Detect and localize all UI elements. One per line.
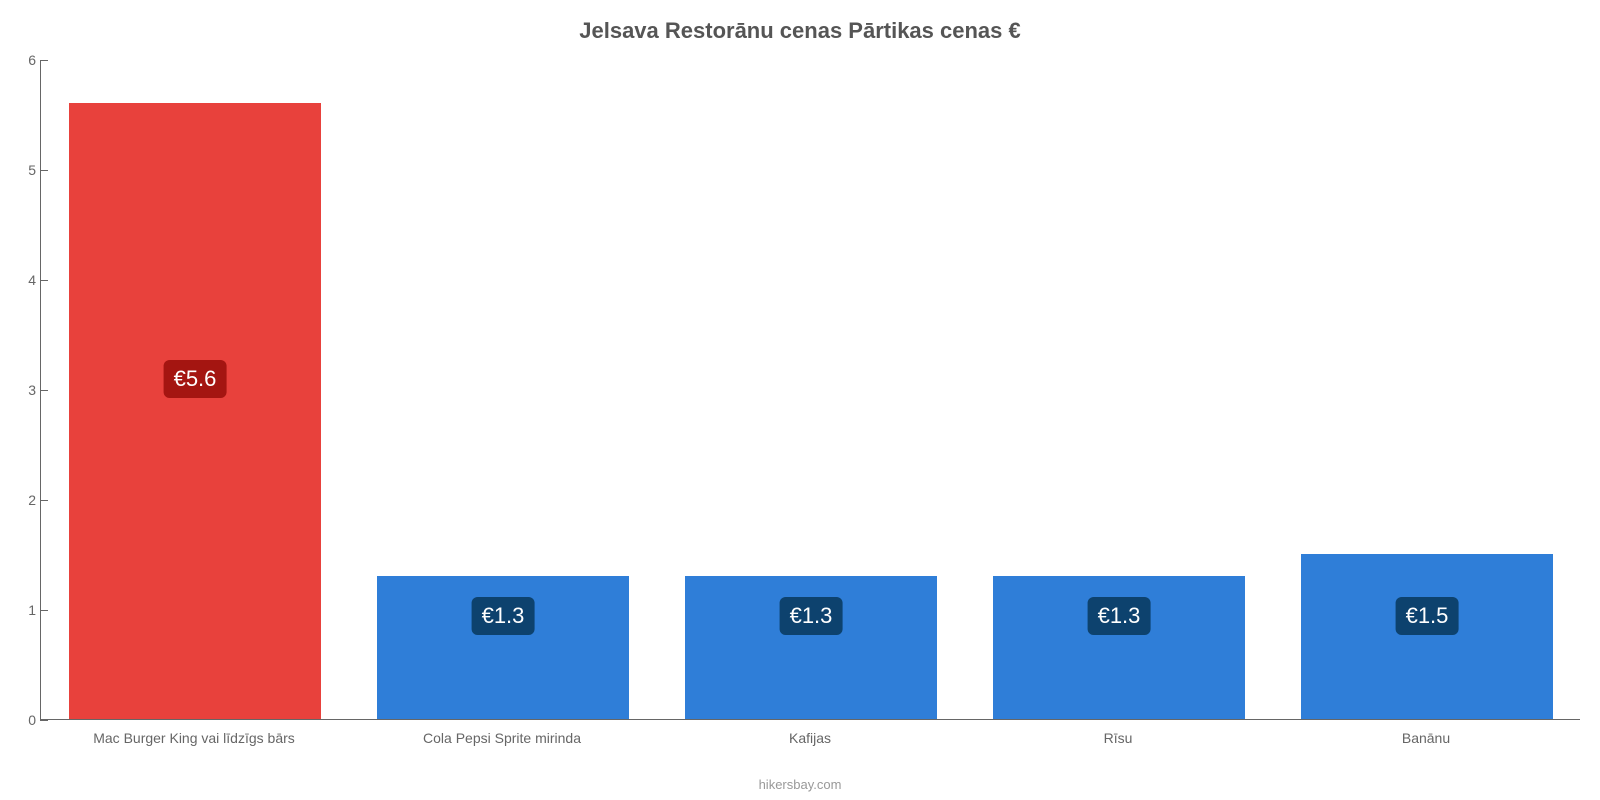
y-tick-label: 5 xyxy=(6,162,36,178)
y-tick-label: 4 xyxy=(6,272,36,288)
y-tick xyxy=(40,500,48,501)
bar-value-label: €1.5 xyxy=(1396,597,1459,635)
y-tick-label: 6 xyxy=(6,52,36,68)
plot-area: €5.6 €1.3 €1.3 €1.3 €1.5 xyxy=(40,60,1580,720)
y-tick-label: 3 xyxy=(6,382,36,398)
bar xyxy=(69,103,322,719)
x-axis-label: Rīsu xyxy=(1104,730,1133,746)
x-axis-label: Banānu xyxy=(1402,730,1450,746)
x-axis-label: Cola Pepsi Sprite mirinda xyxy=(423,730,581,746)
price-bar-chart: Jelsava Restorānu cenas Pārtikas cenas €… xyxy=(0,0,1600,800)
y-tick xyxy=(40,720,48,721)
y-tick-label: 2 xyxy=(6,492,36,508)
y-tick xyxy=(40,170,48,171)
chart-title: Jelsava Restorānu cenas Pārtikas cenas € xyxy=(0,18,1600,44)
chart-source: hikersbay.com xyxy=(0,777,1600,792)
bars-container: €5.6 €1.3 €1.3 €1.3 €1.5 xyxy=(41,60,1580,719)
y-tick xyxy=(40,610,48,611)
x-axis-label: Mac Burger King vai līdzīgs bārs xyxy=(93,730,295,746)
x-axis-label: Kafijas xyxy=(789,730,831,746)
bar-value-label: €5.6 xyxy=(164,360,227,398)
bar-value-label: €1.3 xyxy=(1088,597,1151,635)
y-tick xyxy=(40,280,48,281)
bar-value-label: €1.3 xyxy=(780,597,843,635)
y-tick xyxy=(40,60,48,61)
bar xyxy=(1301,554,1554,719)
bar-value-label: €1.3 xyxy=(472,597,535,635)
y-tick-label: 0 xyxy=(6,712,36,728)
y-tick xyxy=(40,390,48,391)
y-tick-label: 1 xyxy=(6,602,36,618)
